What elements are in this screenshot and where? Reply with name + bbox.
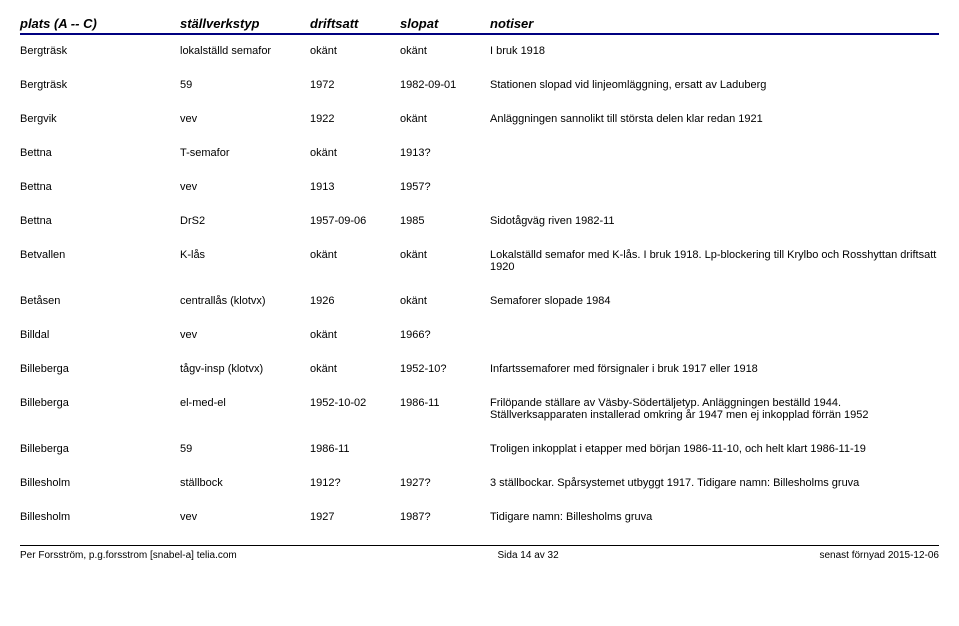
cell-plats: Bettna	[20, 181, 180, 193]
cell-notiser: Troligen inkopplat i etapper med början …	[490, 443, 939, 455]
cell-slopat: 1957?	[400, 181, 490, 193]
cell-driftsatt: 1986-11	[310, 443, 400, 455]
cell-plats: Billdal	[20, 329, 180, 341]
cell-driftsatt: okänt	[310, 147, 400, 159]
table-row: Bettnavev19131957?	[20, 181, 939, 193]
cell-plats: Bergträsk	[20, 45, 180, 57]
cell-stallverkstyp: vev	[180, 511, 310, 523]
footer-left: Per Forsström, p.g.forsstrom [snabel-a] …	[20, 550, 237, 561]
cell-notiser: I bruk 1918	[490, 45, 939, 57]
cell-driftsatt: okänt	[310, 363, 400, 375]
cell-notiser: Stationen slopad vid linjeomläggning, er…	[490, 79, 939, 91]
table-row: BettnaT-semaforokänt1913?	[20, 147, 939, 159]
cell-driftsatt: 1926	[310, 295, 400, 307]
header-stallverkstyp: ställverkstyp	[180, 16, 310, 31]
cell-slopat: 1986-11	[400, 397, 490, 409]
cell-stallverkstyp: tågv-insp (klotvx)	[180, 363, 310, 375]
cell-stallverkstyp: DrS2	[180, 215, 310, 227]
cell-plats: Bergträsk	[20, 79, 180, 91]
cell-notiser: Frilöpande ställare av Väsby-Södertäljet…	[490, 397, 939, 421]
cell-driftsatt: okänt	[310, 45, 400, 57]
cell-stallverkstyp: K-lås	[180, 249, 310, 261]
cell-driftsatt: 1913	[310, 181, 400, 193]
footer-center: Sida 14 av 32	[498, 550, 559, 561]
cell-plats: Betåsen	[20, 295, 180, 307]
cell-stallverkstyp: vev	[180, 113, 310, 125]
cell-stallverkstyp: lokalställd semafor	[180, 45, 310, 57]
cell-stallverkstyp: T-semafor	[180, 147, 310, 159]
table-row: Billebergatågv-insp (klotvx)okänt1952-10…	[20, 363, 939, 375]
cell-plats: Billeberga	[20, 363, 180, 375]
table-row: Billesholmvev19271987?Tidigare namn: Bil…	[20, 511, 939, 523]
cell-stallverkstyp: centrallås (klotvx)	[180, 295, 310, 307]
cell-slopat: okänt	[400, 295, 490, 307]
table-header: plats (A -- C) ställverkstyp driftsatt s…	[20, 16, 939, 35]
cell-stallverkstyp: vev	[180, 181, 310, 193]
cell-driftsatt: okänt	[310, 249, 400, 261]
table-row: Billeberga591986-11 Troligen inkopplat i …	[20, 443, 939, 455]
cell-plats: Bergvik	[20, 113, 180, 125]
cell-slopat: okänt	[400, 45, 490, 57]
footer: Per Forsström, p.g.forsstrom [snabel-a] …	[20, 546, 939, 561]
table-row: Bergträsklokalställd semaforokäntokäntI …	[20, 45, 939, 57]
cell-driftsatt: 1972	[310, 79, 400, 91]
cell-stallverkstyp: 59	[180, 443, 310, 455]
cell-notiser: Lokalställd semafor med K-lås. I bruk 19…	[490, 249, 939, 273]
cell-notiser: Sidotågväg riven 1982-11	[490, 215, 939, 227]
table-row: Billebergael-med-el1952-10-021986-11Fril…	[20, 397, 939, 421]
table-row: Billdalvevokänt1966?	[20, 329, 939, 341]
footer-right: senast förnyad 2015-12-06	[819, 550, 939, 561]
cell-notiser: Tidigare namn: Billesholms gruva	[490, 511, 939, 523]
cell-slopat: okänt	[400, 249, 490, 261]
header-notiser: notiser	[490, 16, 939, 31]
table-row: BettnaDrS21957-09-061985Sidotågväg riven…	[20, 215, 939, 227]
table-row: Bergträsk5919721982-09-01Stationen slopa…	[20, 79, 939, 91]
cell-stallverkstyp: el-med-el	[180, 397, 310, 409]
cell-driftsatt: 1957-09-06	[310, 215, 400, 227]
cell-plats: Billesholm	[20, 511, 180, 523]
table-row: Bergvikvev1922okäntAnläggningen sannolik…	[20, 113, 939, 125]
header-slopat: slopat	[400, 16, 490, 31]
header-plats: plats (A -- C)	[20, 16, 180, 31]
table-row: Billesholmställbock1912?1927?3 ställbock…	[20, 477, 939, 489]
cell-driftsatt: 1952-10-02	[310, 397, 400, 409]
cell-slopat: 1952-10?	[400, 363, 490, 375]
cell-plats: Bettna	[20, 147, 180, 159]
cell-slopat: 1927?	[400, 477, 490, 489]
cell-notiser: Anläggningen sannolikt till största dele…	[490, 113, 939, 125]
cell-slopat: 1913?	[400, 147, 490, 159]
header-driftsatt: driftsatt	[310, 16, 400, 31]
cell-notiser: Infartssemaforer med försignaler i bruk …	[490, 363, 939, 375]
table-body: Bergträsklokalställd semaforokäntokäntI …	[20, 45, 939, 523]
cell-slopat: 1987?	[400, 511, 490, 523]
cell-notiser: Semaforer slopade 1984	[490, 295, 939, 307]
cell-plats: Billesholm	[20, 477, 180, 489]
table-row: Betåsencentrallås (klotvx)1926okäntSemaf…	[20, 295, 939, 307]
cell-slopat: 1966?	[400, 329, 490, 341]
cell-driftsatt: 1922	[310, 113, 400, 125]
cell-driftsatt: okänt	[310, 329, 400, 341]
cell-plats: Billeberga	[20, 443, 180, 455]
cell-driftsatt: 1927	[310, 511, 400, 523]
cell-stallverkstyp: ställbock	[180, 477, 310, 489]
cell-plats: Betvallen	[20, 249, 180, 261]
cell-slopat: 1985	[400, 215, 490, 227]
cell-driftsatt: 1912?	[310, 477, 400, 489]
cell-stallverkstyp: 59	[180, 79, 310, 91]
table-row: BetvallenK-låsokäntokäntLokalställd sema…	[20, 249, 939, 273]
cell-plats: Bettna	[20, 215, 180, 227]
cell-slopat: okänt	[400, 113, 490, 125]
cell-notiser: 3 ställbockar. Spårsystemet utbyggt 1917…	[490, 477, 939, 489]
cell-slopat: 1982-09-01	[400, 79, 490, 91]
cell-plats: Billeberga	[20, 397, 180, 409]
cell-stallverkstyp: vev	[180, 329, 310, 341]
